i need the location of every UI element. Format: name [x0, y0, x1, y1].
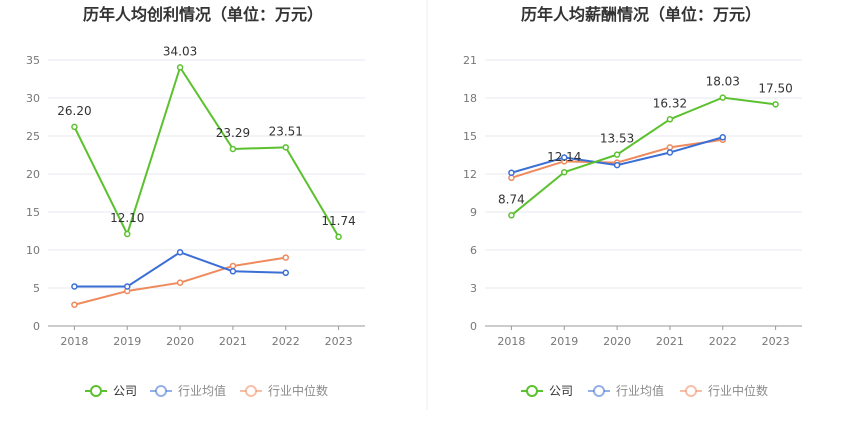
data-point-company [229, 145, 237, 153]
y-tick-label: 6 [470, 244, 477, 257]
data-point-company [613, 151, 621, 158]
salary-per-employee-chart: 历年人均薪酬情况（单位：万元） 0 3 6 9 12 15 18 21 2018 2019 2020 2… [463, 5, 802, 398]
chart-title: 历年人均创利情况（单位：万元） [83, 5, 323, 24]
x-tick-label: 2018 [60, 335, 88, 348]
legend-label-industry_avg: 行业均值 [616, 383, 664, 398]
y-tick-label: 18 [463, 92, 477, 105]
data-point-industry_avg [561, 154, 568, 161]
data-label: 34.03 [163, 44, 197, 58]
y-tick-label: 3 [470, 282, 477, 295]
data-point-company [335, 233, 342, 241]
data-point-company [719, 94, 726, 101]
x-tick-label: 2022 [709, 335, 737, 348]
x-tick-label: 2020 [166, 335, 194, 348]
legend-marker-industry_avg [593, 385, 605, 397]
legend-label-company: 公司 [549, 384, 573, 398]
y-tick-label: 12 [463, 168, 477, 181]
data-point-company [71, 123, 78, 131]
data-point-industry_median [176, 279, 184, 286]
data-point-industry_median [282, 254, 289, 261]
data-point-industry_avg [124, 283, 131, 290]
chart-title: 历年人均薪酬情况（单位：万元） [521, 5, 761, 24]
legend-label-industry_median: 行业中位数 [708, 383, 768, 398]
series-line-company [510, 96, 776, 217]
data-label: 12.10 [110, 211, 144, 225]
data-point-company [282, 144, 289, 151]
data-point-industry_avg [229, 268, 237, 275]
data-point-company [772, 101, 779, 108]
legend-marker-industry_avg [155, 385, 167, 397]
x-tick-label: 2022 [272, 335, 300, 348]
x-tick-label: 2018 [497, 335, 525, 348]
y-tick-label: 5 [33, 282, 40, 295]
legend-label-industry_median: 行业中位数 [268, 383, 328, 398]
data-label: 23.29 [216, 126, 250, 140]
y-tick-label: 9 [470, 206, 477, 219]
data-label: 11.74 [321, 214, 355, 228]
data-point-industry_median [666, 144, 674, 151]
data-point-company [176, 64, 184, 71]
data-label: 16.32 [653, 96, 687, 110]
data-point-industry_avg [666, 149, 674, 156]
data-label: 17.50 [758, 81, 792, 95]
data-point-company [561, 168, 568, 176]
y-tick-label: 25 [26, 130, 40, 143]
data-point-industry_median [71, 301, 78, 308]
y-tick-label: 15 [463, 130, 477, 143]
y-tick-label: 35 [26, 54, 40, 67]
data-point-company [124, 230, 131, 238]
y-tick-label: 0 [33, 320, 40, 333]
legend-label-company: 公司 [113, 384, 137, 398]
y-tick-label: 21 [463, 54, 477, 67]
y-tick-label: 20 [26, 168, 40, 181]
data-label: 26.20 [57, 104, 91, 118]
y-tick-label: 10 [26, 244, 40, 257]
data-point-industry_avg [508, 169, 515, 176]
x-tick-label: 2023 [762, 335, 790, 348]
data-label: 12.14 [547, 150, 581, 164]
x-tick-label: 2019 [113, 335, 141, 348]
y-tick-label: 15 [26, 206, 40, 219]
y-tick-label: 30 [26, 92, 40, 105]
x-tick-label: 2020 [603, 335, 631, 348]
legend-label-industry_avg: 行业均值 [178, 383, 226, 398]
legend-marker-industry_median [685, 385, 697, 397]
data-point-industry_avg [719, 134, 726, 141]
data-label: 18.03 [706, 75, 740, 89]
data-point-industry_avg [71, 283, 78, 290]
x-tick-label: 2021 [219, 335, 247, 348]
data-point-industry_median [508, 174, 515, 182]
data-point-industry_median [229, 262, 237, 270]
x-tick-label: 2019 [550, 335, 578, 348]
legend-marker-company [90, 385, 102, 397]
profit-per-employee-chart: 历年人均创利情况（单位：万元） 0 5 10 15 20 25 30 35 2018 2019 202… [26, 5, 365, 398]
data-point-industry_avg [176, 249, 184, 256]
data-point-company [666, 116, 674, 123]
x-tick-label: 2021 [656, 335, 684, 348]
data-point-industry_avg [282, 269, 289, 277]
data-point-company [508, 212, 515, 219]
data-label: 13.53 [600, 132, 634, 146]
x-tick-label: 2023 [325, 335, 353, 348]
legend-marker-company [526, 385, 538, 397]
series-line-company [73, 66, 340, 238]
data-label: 23.51 [269, 124, 303, 138]
data-point-industry_avg [613, 161, 621, 169]
legend-marker-industry_median [245, 385, 257, 397]
data-label: 8.74 [498, 192, 525, 206]
y-tick-label: 0 [470, 320, 477, 333]
